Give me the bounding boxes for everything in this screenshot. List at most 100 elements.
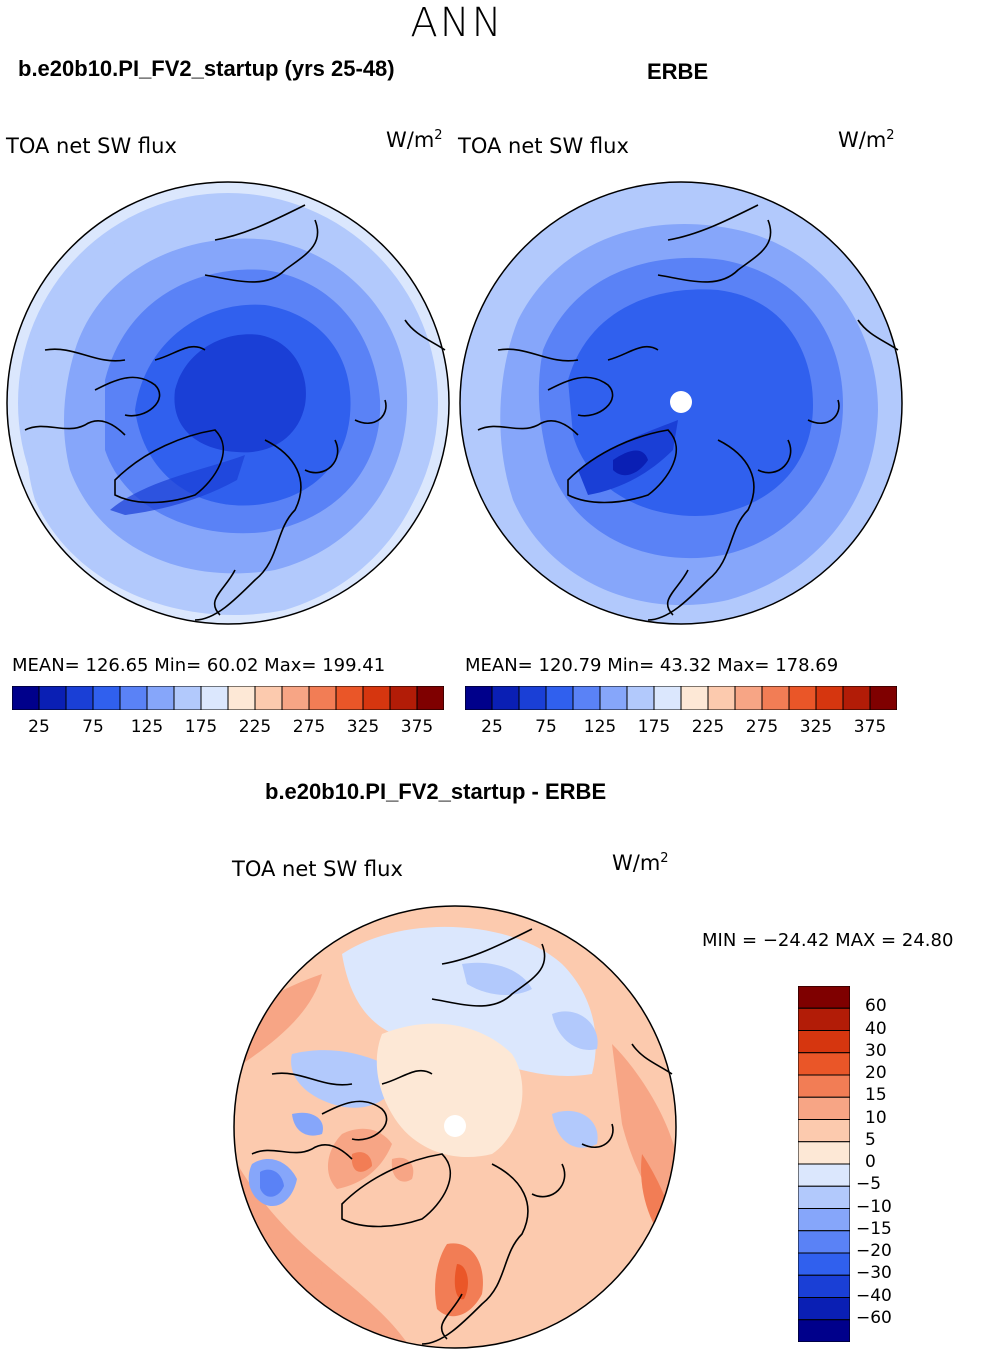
colorbar-tick-label: 325	[346, 717, 380, 737]
colorbar-tick-label: 225	[691, 717, 725, 737]
left-colorbar	[12, 686, 444, 710]
colorbar-swatch	[798, 1119, 850, 1143]
colorbar-tick-label: 30	[865, 1040, 887, 1061]
colorbar-swatch	[335, 686, 364, 710]
colorbar-swatch	[389, 686, 418, 710]
colorbar-tick-label: 175	[184, 717, 218, 737]
diff-colorbar-labels: 60 40 30 20 15 10 5 0 −5 −10 −15 −20 −30 −40 −60	[856, 986, 916, 1342]
colorbar-swatch	[680, 686, 709, 710]
colorbar-swatch	[254, 686, 283, 710]
colorbar-swatch	[798, 1274, 850, 1298]
colorbar-swatch	[798, 1319, 850, 1342]
colorbar-tick-label: −40	[856, 1285, 892, 1306]
colorbar-tick-label: 275	[745, 717, 779, 737]
diff-colorbar	[798, 986, 850, 1342]
colorbar-tick-label: 10	[865, 1107, 887, 1128]
colorbar-swatch	[798, 1185, 850, 1209]
colorbar-swatch	[38, 686, 67, 710]
colorbar-swatch	[707, 686, 736, 710]
colorbar-swatch	[653, 686, 682, 710]
colorbar-tick-label: 175	[637, 717, 671, 737]
colorbar-swatch	[798, 1141, 850, 1165]
colorbar-swatch	[200, 686, 229, 710]
colorbar-swatch	[788, 686, 817, 710]
colorbar-swatch	[798, 1030, 850, 1054]
diff-title: b.e20b10.PI_FV2_startup - ERBE	[265, 779, 607, 804]
right-polar-map	[459, 181, 903, 625]
left-polar-map	[6, 181, 450, 625]
colorbar-swatch	[798, 1074, 850, 1098]
colorbar-swatch	[119, 686, 148, 710]
colorbar-swatch	[798, 1230, 850, 1254]
colorbar-swatch	[362, 686, 391, 710]
colorbar-tick-label: 125	[130, 717, 164, 737]
colorbar-swatch	[798, 1096, 850, 1120]
colorbar-swatch	[12, 686, 40, 710]
left-variable-label: TOA net SW flux	[6, 134, 177, 158]
colorbar-swatch	[798, 1052, 850, 1076]
colorbar-tick-label: −30	[856, 1263, 892, 1284]
colorbar-swatch	[416, 686, 444, 710]
colorbar-swatch	[545, 686, 574, 710]
colorbar-swatch	[626, 686, 655, 710]
right-stats: MEAN= 120.79 Min= 43.32 Max= 178.69	[465, 655, 839, 676]
colorbar-tick-label: 20	[865, 1063, 887, 1083]
right-variable-label: TOA net SW flux	[458, 134, 629, 158]
left-units-label: W/m2	[386, 128, 443, 152]
left-stats: MEAN= 126.65 Min= 60.02 Max= 199.41	[12, 655, 386, 676]
colorbar-swatch	[308, 686, 337, 710]
colorbar-tick-label: 40	[865, 1018, 887, 1039]
colorbar-tick-label: −60	[856, 1307, 892, 1328]
colorbar-swatch	[173, 686, 202, 710]
right-units-label: W/m2	[838, 128, 895, 152]
colorbar-tick-label: 75	[82, 717, 104, 737]
colorbar-swatch	[572, 686, 601, 710]
colorbar-swatch	[798, 1297, 850, 1321]
colorbar-swatch	[92, 686, 121, 710]
colorbar-tick-label: 125	[583, 717, 617, 737]
colorbar-swatch	[761, 686, 790, 710]
colorbar-tick-label: −15	[856, 1218, 892, 1239]
colorbar-tick-label: 25	[28, 717, 50, 737]
colorbar-swatch	[798, 1007, 850, 1031]
right-coastlines	[477, 204, 899, 621]
diff-polar-map	[233, 905, 677, 1349]
colorbar-swatch	[798, 1208, 850, 1232]
colorbar-tick-label: 60	[865, 996, 887, 1017]
colorbar-swatch	[798, 986, 850, 1009]
colorbar-swatch	[491, 686, 520, 710]
colorbar-swatch	[599, 686, 628, 710]
colorbar-tick-label: 15	[865, 1085, 887, 1106]
colorbar-swatch	[815, 686, 844, 710]
colorbar-swatch	[281, 686, 310, 710]
colorbar-swatch	[518, 686, 547, 710]
colorbar-tick-label: 375	[853, 717, 887, 737]
colorbar-swatch	[798, 1163, 850, 1187]
colorbar-tick-label: −10	[856, 1196, 892, 1217]
colorbar-swatch	[734, 686, 763, 710]
colorbar-tick-label: 275	[292, 717, 326, 737]
season-title: ANN	[410, 0, 504, 46]
colorbar-tick-label: −20	[856, 1241, 892, 1261]
colorbar-swatch	[869, 686, 897, 710]
colorbar-tick-label: 225	[238, 717, 272, 737]
left-case-title: b.e20b10.PI_FV2_startup (yrs 25-48)	[18, 56, 395, 81]
colorbar-tick-label: 75	[535, 717, 557, 737]
colorbar-tick-label: 375	[400, 717, 434, 737]
left-coastlines	[24, 204, 446, 621]
colorbar-swatch	[146, 686, 175, 710]
colorbar-tick-label: −5	[856, 1174, 882, 1195]
colorbar-swatch	[65, 686, 94, 710]
colorbar-tick-label: 0	[865, 1152, 876, 1172]
left-colorbar-labels: 25 75 125 175 225 275 325 375	[12, 717, 444, 739]
colorbar-swatch	[842, 686, 871, 710]
colorbar-tick-label: 5	[865, 1129, 876, 1150]
right-colorbar-labels: 25 75 125 175 225 275 325 375	[465, 717, 897, 739]
colorbar-tick-label: 325	[799, 717, 833, 737]
diff-coastlines	[251, 928, 673, 1345]
diff-units-label: W/m2	[612, 851, 669, 875]
colorbar-swatch	[227, 686, 256, 710]
right-case-title: ERBE	[647, 59, 709, 84]
colorbar-swatch	[465, 686, 493, 710]
right-colorbar	[465, 686, 897, 710]
